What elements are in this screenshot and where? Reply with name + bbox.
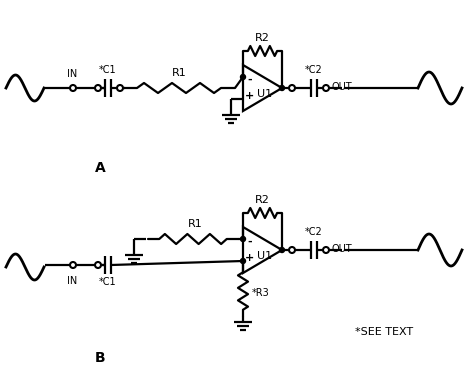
Text: -: -	[248, 237, 252, 247]
Circle shape	[240, 258, 246, 264]
Text: +: +	[246, 253, 255, 263]
Circle shape	[289, 85, 295, 91]
Text: *SEE TEXT: *SEE TEXT	[355, 327, 413, 337]
Text: *C1: *C1	[99, 65, 117, 75]
Circle shape	[240, 236, 246, 242]
Text: U1: U1	[257, 251, 273, 261]
Circle shape	[117, 85, 123, 91]
Circle shape	[240, 74, 246, 80]
Text: *C1: *C1	[99, 277, 117, 287]
Text: B: B	[95, 351, 105, 365]
Text: R2: R2	[255, 195, 270, 205]
Text: *C2: *C2	[305, 65, 323, 75]
Text: OUT: OUT	[332, 82, 353, 92]
Text: -: -	[248, 75, 252, 85]
Text: *C2: *C2	[305, 227, 323, 237]
Circle shape	[70, 262, 76, 268]
Circle shape	[280, 248, 284, 252]
Text: +: +	[246, 91, 255, 101]
Text: R1: R1	[188, 219, 203, 229]
Circle shape	[280, 86, 284, 91]
Text: IN: IN	[67, 276, 77, 286]
Text: IN: IN	[67, 69, 77, 79]
Circle shape	[70, 85, 76, 91]
Text: A: A	[95, 161, 105, 175]
Text: U1: U1	[257, 89, 273, 99]
Text: *R3: *R3	[252, 288, 270, 298]
Text: R1: R1	[172, 68, 186, 78]
Circle shape	[289, 247, 295, 253]
Circle shape	[95, 85, 101, 91]
Text: OUT: OUT	[332, 244, 353, 254]
Circle shape	[323, 247, 329, 253]
Circle shape	[95, 262, 101, 268]
Text: R2: R2	[255, 33, 270, 43]
Circle shape	[323, 85, 329, 91]
